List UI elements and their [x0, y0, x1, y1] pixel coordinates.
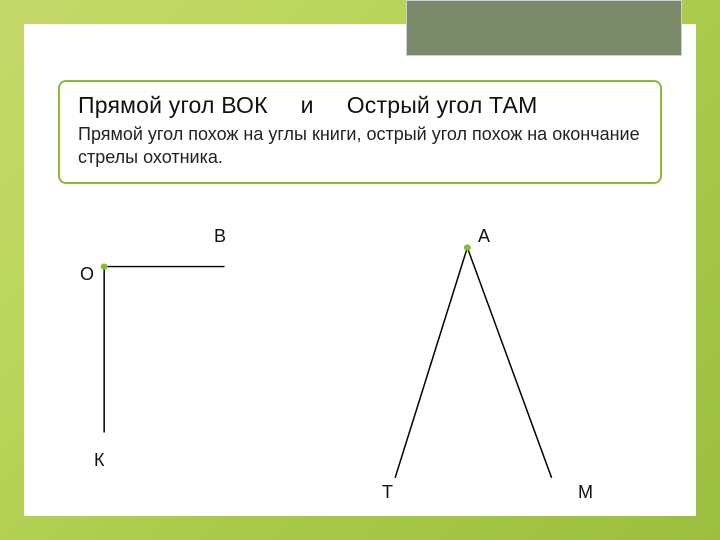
line-at: [395, 248, 467, 478]
content-area: Прямой угол ВОК и Острый угол ТАМ Прямой…: [24, 24, 696, 516]
title-part1: Прямой угол ВОК: [78, 92, 268, 118]
line-am: [467, 248, 551, 478]
vertex-a-dot: [464, 244, 471, 250]
subtitle: Прямой угол похож на углы книги, острый …: [78, 123, 642, 168]
label-b: В: [214, 226, 226, 247]
title-box: Прямой угол ВОК и Острый угол ТАМ Прямой…: [58, 80, 662, 184]
slide: Прямой угол ВОК и Острый угол ТАМ Прямой…: [0, 0, 720, 540]
title-part2: Острый угол ТАМ: [347, 92, 538, 118]
title-connector: и: [301, 92, 314, 118]
label-k: К: [94, 450, 105, 471]
vertex-o-dot: [101, 263, 108, 269]
label-a: А: [478, 226, 490, 247]
angle-lines: [54, 224, 666, 496]
decorative-top-block: [406, 0, 682, 56]
label-m: М: [578, 482, 593, 503]
label-t: Т: [382, 482, 393, 503]
label-o: О: [80, 264, 94, 285]
title-line: Прямой угол ВОК и Острый угол ТАМ: [78, 92, 642, 119]
diagram-area: В О К А Т М: [54, 224, 666, 496]
